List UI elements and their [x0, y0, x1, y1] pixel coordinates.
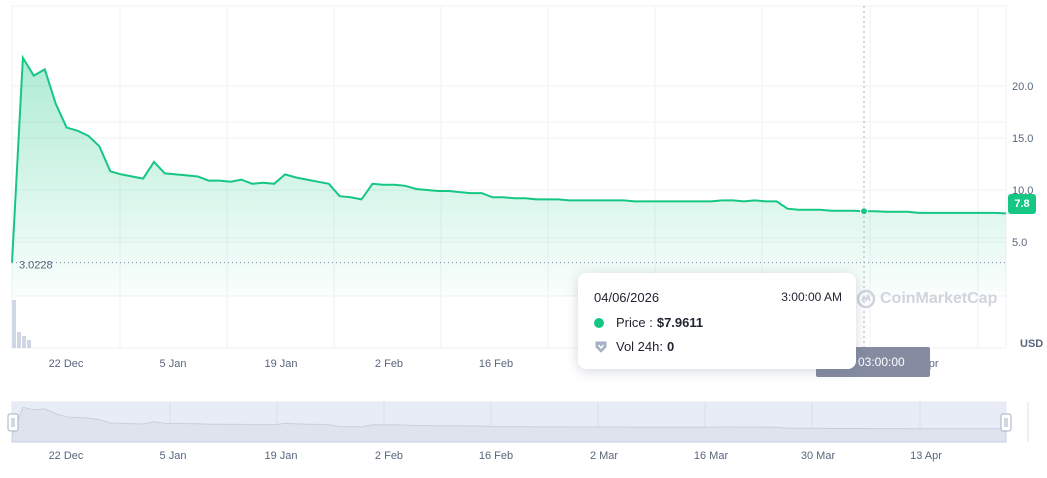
- navigator-x-label: 2 Mar: [590, 450, 618, 462]
- price-dot-icon: [594, 317, 604, 328]
- y-tick-label: 20.0: [1012, 81, 1033, 93]
- crosshair-point: [860, 207, 868, 216]
- chart-tooltip: 04/06/2026 3:00:00 AM Price : $7.9611 Vo…: [578, 273, 856, 369]
- volume-bar: [22, 336, 26, 348]
- navigator-x-label: 13 Apr: [910, 450, 942, 462]
- currency-label: USD: [1020, 338, 1044, 350]
- y-tick-label: 15.0: [1012, 133, 1033, 145]
- volume-bar: [17, 332, 21, 348]
- price-line: [11, 54, 1007, 263]
- x-tick-label: 22 Dec: [49, 358, 84, 370]
- tooltip-date: 04/06/2026: [594, 290, 660, 305]
- navigator-right-handle[interactable]: [1000, 413, 1012, 432]
- x-tick-label: 2 Feb: [375, 358, 403, 370]
- y-tick-label: 5.0: [1012, 237, 1027, 249]
- navigator-x-label: 16 Mar: [694, 450, 729, 462]
- volume-bar: [27, 340, 31, 348]
- x-tick-label: 19 Jan: [264, 358, 297, 370]
- tooltip-volume-label: Vol 24h:: [616, 339, 663, 354]
- volume-shield-icon: [595, 341, 607, 353]
- volume-bar: [12, 300, 16, 348]
- current-price-text: 7.8: [1014, 198, 1030, 210]
- navigator-series: [11, 406, 1007, 443]
- coinmarketcap-logo-icon: [856, 289, 876, 309]
- current-price-badge: 7.8: [1008, 194, 1036, 214]
- tooltip-price-value: $7.9611: [656, 315, 704, 330]
- tooltip-price-row: Price : $7.9611: [594, 315, 703, 330]
- x-tick-label: 16 Feb: [479, 358, 513, 370]
- price-area: [12, 57, 1006, 297]
- navigator-left-handle[interactable]: [7, 413, 19, 432]
- tooltip-volume-row: Vol 24h: 0: [594, 339, 674, 354]
- watermark-text: CoinMarketCap: [880, 290, 998, 307]
- tooltip-volume-value: 0: [667, 339, 675, 354]
- low-price-label: 3.0228: [19, 260, 53, 272]
- navigator-x-label: 2 Feb: [375, 450, 403, 462]
- watermark: CoinMarketCap: [856, 289, 997, 309]
- x-tick-label: 5 Jan: [160, 358, 187, 370]
- crosshair-date-text: 26 03:00:00: [841, 355, 905, 369]
- navigator-x-label: 16 Feb: [479, 450, 513, 462]
- navigator-x-label: 19 Jan: [264, 450, 297, 462]
- navigator-x-label: 30 Mar: [801, 450, 836, 462]
- tooltip-time: 3:00:00 AM: [781, 290, 842, 304]
- navigator-x-label: 5 Jan: [160, 450, 187, 462]
- navigator-x-label: 22 Dec: [49, 450, 84, 462]
- tooltip-price-label: Price :: [616, 315, 653, 330]
